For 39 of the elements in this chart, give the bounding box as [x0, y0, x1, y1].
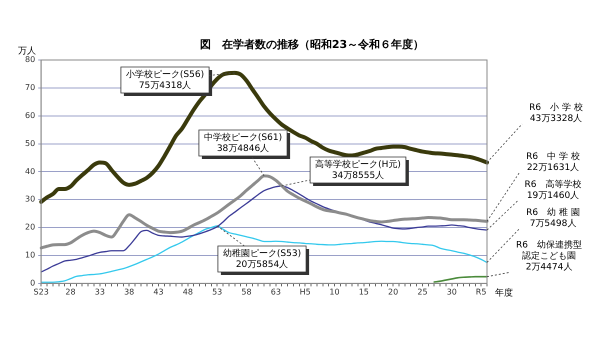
x-tick-label: 28	[65, 287, 76, 296]
y-tick-label: 70	[24, 83, 36, 92]
x-tick-label: 53	[212, 287, 222, 296]
y-tick-label: 80	[24, 55, 36, 64]
y-tick-label: 50	[24, 138, 36, 148]
x-tick-label: 10	[329, 287, 340, 296]
chart-title: 図 在学者数の推移（昭和23～令和６年度）	[200, 38, 424, 51]
annotation: 小学校ピーク(S56) 75万4318人	[126, 68, 204, 91]
x-tick-label: S23	[34, 287, 49, 296]
x-tick-label: 25	[417, 287, 428, 296]
x-axis-title: 年度	[495, 288, 513, 299]
line-series	[40, 185, 488, 273]
annotation: 中学校ピーク(S61) 38万4846人	[204, 132, 282, 154]
y-tick-label: 20	[24, 222, 36, 232]
y-tick-label: 10	[24, 250, 36, 260]
x-tick-label: 20	[388, 287, 398, 296]
text: R6 幼保連携型認定こども園 2万4474人	[516, 239, 582, 272]
x-tick-label: 30	[446, 287, 457, 296]
text: R6 中 学 校 22万1631人	[526, 150, 580, 173]
annotation: 高等学校ピーク(H元) 34万8555人	[315, 158, 401, 181]
x-tick-label: 58	[241, 287, 252, 296]
x-tick-label: R5	[476, 287, 486, 296]
text: R6 幼 稚 園 7万5498人	[526, 206, 580, 229]
y-axis-title: 万人	[18, 45, 36, 56]
y-tick-label: 40	[24, 166, 36, 176]
y-tick-label: 60	[24, 110, 36, 120]
x-tick-label: 63	[270, 287, 281, 296]
y-tick-label: 0	[30, 278, 36, 288]
line-series	[39, 70, 489, 204]
x-tick-label: 48	[182, 287, 193, 296]
x-tick-label: H5	[300, 287, 311, 296]
x-tick-label: 43	[153, 287, 164, 296]
x-tick-label: 38	[124, 287, 134, 296]
x-tick-label: 33	[94, 287, 105, 296]
text: R6 小 学 校 43万3328人	[529, 102, 583, 124]
y-tick-label: 30	[24, 194, 36, 204]
x-tick-label: 15	[358, 287, 369, 296]
annotation: 幼稚園ピーク(S53) 20万5854人	[222, 248, 302, 270]
text: R6 高等学校 19万1460人	[524, 178, 582, 201]
